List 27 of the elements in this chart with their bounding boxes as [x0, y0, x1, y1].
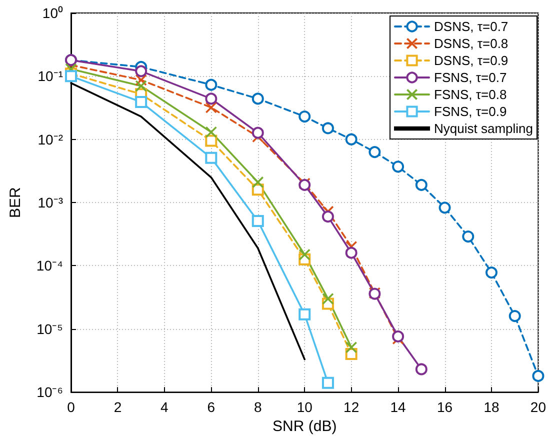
y-tick-label: 10⁻²: [38, 131, 64, 148]
legend-label: FSNS, τ=0.8: [434, 87, 507, 102]
y-tick-label: 10⁻⁴: [36, 258, 63, 274]
x-tick-label: 14: [390, 399, 406, 416]
x-tick-label: 4: [160, 399, 169, 416]
x-tick-label: 2: [114, 399, 122, 416]
y-tick-label: 10⁻⁵: [36, 320, 63, 337]
legend-label: DSNS, τ=0.7: [434, 19, 508, 34]
legend-label: DSNS, τ=0.9: [434, 53, 508, 68]
x-tick-label: 20: [530, 399, 546, 416]
x-tick-label: 18: [484, 399, 500, 416]
y-tick-label: 10⁻¹: [38, 68, 64, 84]
legend-label: DSNS, τ=0.8: [434, 36, 508, 51]
y-tick-label: 10⁻³: [38, 194, 64, 211]
x-tick-label: 12: [344, 399, 360, 416]
x-axis-title: SNR (dB): [272, 418, 337, 435]
legend-label: FSNS, τ=0.7: [434, 70, 507, 85]
x-tick-label: 0: [67, 399, 76, 416]
x-tick-label: 8: [254, 399, 262, 416]
x-tick-label: 6: [207, 399, 216, 416]
legend-label: Nyquist sampling: [434, 121, 534, 136]
legend-label: FSNS, τ=0.9: [434, 104, 507, 119]
y-tick-label: 10⁰: [42, 5, 63, 21]
x-tick-label: 10: [296, 399, 313, 416]
y-axis-title: BER: [7, 186, 24, 218]
x-tick-label: 16: [436, 399, 453, 416]
y-tick-label: 10⁻⁶: [36, 384, 63, 400]
